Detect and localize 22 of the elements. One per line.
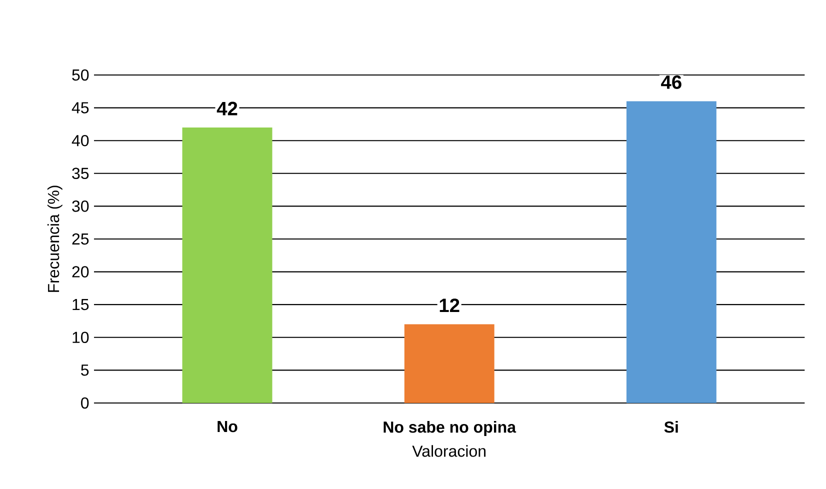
y-tick-label: 15 [72, 299, 89, 310]
y-tick-label: 5 [81, 364, 89, 376]
y-tick-label: 25 [72, 233, 89, 245]
y-tick-label: 20 [72, 266, 89, 278]
bar [182, 127, 272, 403]
y-axis-title: Frecuencia (%) [47, 186, 62, 292]
y-tick-label: 35 [72, 168, 89, 180]
data-label: 42 [216, 102, 238, 116]
x-tick-label: Si [664, 421, 678, 433]
y-tick-label: 30 [72, 200, 89, 212]
data-label: 46 [661, 75, 682, 89]
data-label: 12 [440, 298, 460, 312]
x-axis-title: Valoracion [412, 445, 486, 457]
x-tick-label: No sabe no opina [384, 421, 516, 436]
y-tick-label: 45 [72, 102, 89, 114]
y-tick-label: 10 [72, 332, 89, 344]
y-tick-label: 40 [72, 134, 89, 146]
x-tick-label: No [218, 421, 238, 432]
bar [404, 324, 494, 403]
y-tick-label: 0 [81, 397, 89, 409]
bar [626, 101, 716, 403]
y-tick-label: 50 [72, 69, 89, 81]
